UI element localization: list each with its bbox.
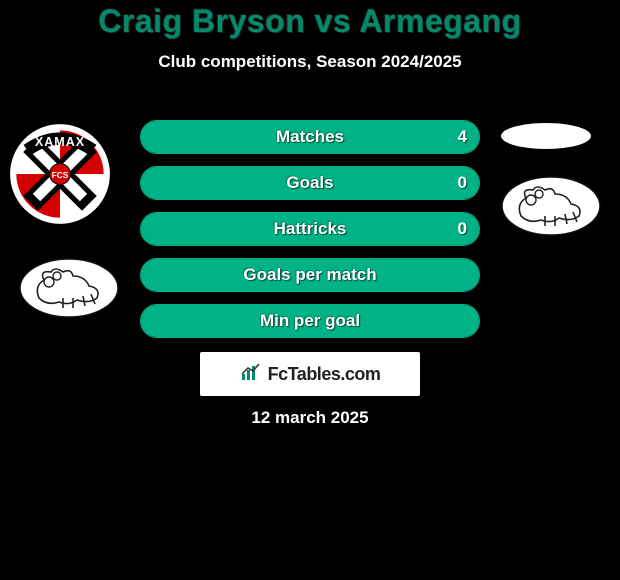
- stat-value-right: 0: [458, 167, 467, 199]
- club-logo-xamax: XAMAX FCS: [8, 122, 112, 226]
- comparison-card: Craig Bryson vs Armegang Club competitio…: [0, 0, 620, 580]
- svg-text:XAMAX: XAMAX: [35, 135, 85, 149]
- stat-label: Matches: [141, 121, 479, 153]
- stat-row: Goals0: [140, 166, 480, 200]
- stat-row: Matches4: [140, 120, 480, 154]
- branding-box[interactable]: FcTables.com: [200, 352, 420, 396]
- chart-icon: [240, 362, 262, 387]
- stats-table: Matches4Goals0Hattricks0Goals per matchM…: [140, 120, 480, 350]
- branding-text: FcTables.com: [268, 364, 381, 385]
- club-badge-blank: [500, 122, 592, 150]
- page-title: Craig Bryson vs Armegang: [0, 0, 620, 40]
- stat-value-right: 4: [458, 121, 467, 153]
- stat-label: Goals: [141, 167, 479, 199]
- date-label: 12 march 2025: [0, 408, 620, 428]
- club-logo-derby-left: [18, 258, 120, 318]
- page-subtitle: Club competitions, Season 2024/2025: [0, 52, 620, 72]
- stat-label: Hattricks: [141, 213, 479, 245]
- stat-row: Min per goal: [140, 304, 480, 338]
- stat-label: Goals per match: [141, 259, 479, 291]
- stat-value-right: 0: [458, 213, 467, 245]
- stat-row: Goals per match: [140, 258, 480, 292]
- club-logo-derby-right: [500, 176, 602, 236]
- svg-text:FCS: FCS: [52, 170, 69, 180]
- stat-label: Min per goal: [141, 305, 479, 337]
- stat-row: Hattricks0: [140, 212, 480, 246]
